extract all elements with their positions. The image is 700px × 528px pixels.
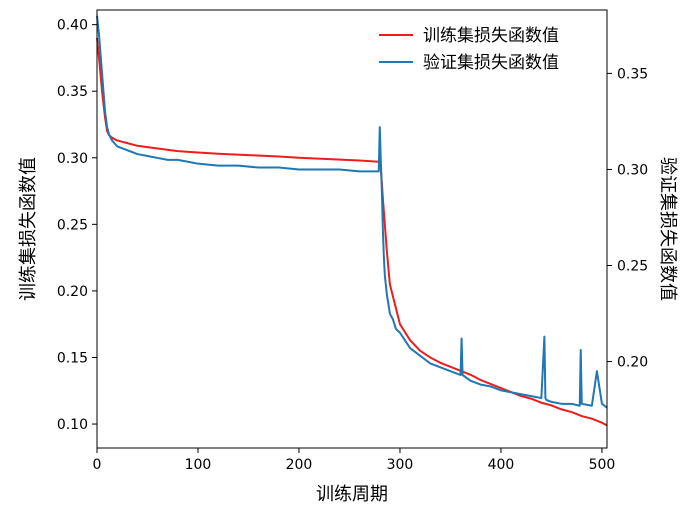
- series-layer: [96, 15, 608, 427]
- y-axis-right: 0.20 0.25 0.30 0.35: [607, 66, 648, 371]
- plot-frame: [96, 9, 608, 449]
- y-axis-right-title: 验证集损失函数值: [657, 157, 678, 301]
- y-left-tick-label: 0.15: [57, 350, 88, 366]
- x-axis: 0 100 200 300 400 500: [93, 448, 616, 473]
- y-left-tick-label: 0.25: [57, 217, 88, 233]
- y-left-tick-label: 0.30: [57, 151, 88, 167]
- y-axis-left-title: 训练集损失函数值: [18, 157, 39, 301]
- series-line-val: [96, 15, 608, 409]
- legend: 训练集损失函数值 验证集损失函数值: [370, 20, 602, 80]
- y-right-tick-label: 0.20: [617, 355, 648, 371]
- x-tick-label: 300: [387, 457, 414, 473]
- y-right-tick-label: 0.25: [617, 259, 648, 275]
- x-tick-label: 100: [185, 457, 212, 473]
- x-tick-label: 400: [488, 457, 515, 473]
- y-right-tick-label: 0.35: [617, 66, 648, 82]
- y-right-tick-label: 0.30: [617, 162, 648, 178]
- series-line-train: [96, 37, 608, 427]
- x-axis-title: 训练周期: [316, 484, 388, 505]
- x-tick-label: 0: [93, 457, 102, 473]
- legend-label-val: 验证集损失函数值: [423, 53, 559, 73]
- x-tick-label: 200: [286, 457, 313, 473]
- legend-box: [370, 20, 602, 80]
- x-tick-label: 500: [589, 457, 616, 473]
- y-left-tick-label: 0.35: [57, 84, 88, 100]
- legend-label-train: 训练集损失函数值: [423, 26, 559, 46]
- y-axis-left: 0.10 0.15 0.20 0.25 0.30 0.35 0.40: [57, 18, 97, 433]
- y-left-tick-label: 0.40: [57, 18, 88, 34]
- y-left-tick-label: 0.20: [57, 284, 88, 300]
- y-left-tick-label: 0.10: [57, 417, 88, 433]
